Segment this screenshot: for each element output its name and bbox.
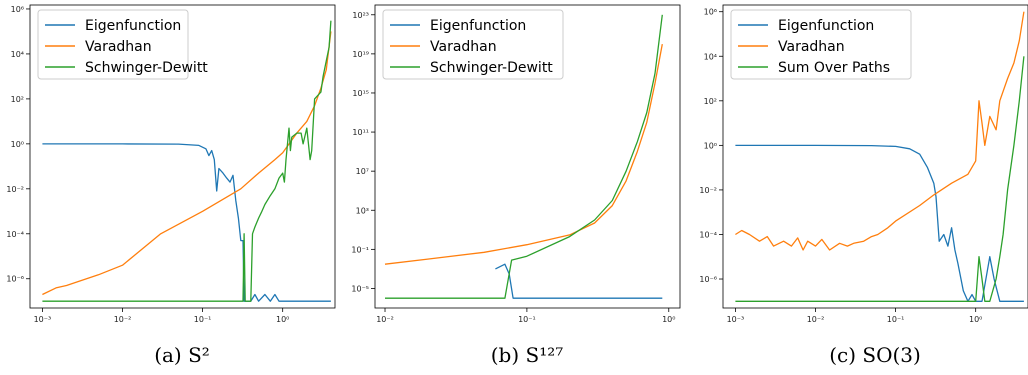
y-tick-label: 10⁴ <box>704 52 717 61</box>
y-tick-label: 10⁷ <box>356 167 369 176</box>
y-ticks: 10⁻⁶ 10⁻⁴ 10⁻² 10⁰ 10² 10⁴ 10⁶ <box>699 8 723 284</box>
caption: (a) S² <box>154 343 210 367</box>
series-line-schwinger-dewitt <box>385 14 663 299</box>
y-tick-label: 10² <box>704 97 717 106</box>
x-ticks: 10⁻² 10⁻¹ 10⁰ <box>376 308 675 324</box>
y-tick-label: 10⁻⁴ <box>6 230 24 239</box>
y-tick-label: 10⁻⁴ <box>699 230 717 239</box>
y-tick-label: 10⁴ <box>11 50 24 59</box>
caption: (b) S¹²⁷ <box>491 343 564 367</box>
y-tick-label: 10³ <box>356 206 369 215</box>
x-tick-label: 10⁻² <box>376 315 394 324</box>
y-ticks: 10⁻⁵ 10⁻¹ 10³ 10⁷ 10¹¹ 10¹⁵ 10¹⁹ 10²³ <box>351 11 375 293</box>
plot-frame <box>29 4 336 309</box>
legend-label: Varadhan <box>85 39 152 55</box>
series-lines <box>384 14 663 299</box>
x-tick-label: 10⁻³ <box>34 315 52 324</box>
y-tick-label: 10¹⁵ <box>352 89 369 98</box>
legend-label: Sum Over Paths <box>778 60 890 76</box>
x-tick-label: 10⁻² <box>114 315 132 324</box>
y-tick-label: 10⁰ <box>11 140 24 149</box>
series-line-eigenfunction <box>42 143 331 302</box>
panel-c: 10⁻³ 10⁻² 10⁻¹ 10⁰ 10⁻⁶ 10⁻⁴ 10⁻² 10⁰ 10² 10⁴ 10⁶… <box>699 4 1028 367</box>
panel-b: 10⁻² 10⁻¹ 10⁰ 10⁻⁵10⁻¹10³10⁷10¹¹10¹⁵10¹⁹10… <box>351 4 681 367</box>
y-tick-label: 10⁻⁶ <box>6 275 24 284</box>
plot-frame <box>374 4 681 309</box>
x-tick-label: 10⁻³ <box>727 315 745 324</box>
panel-a: 10⁻³ 10⁻² 10⁻¹ 10⁰ 10⁻⁶ 10⁻⁴ 10⁻² 10⁰ 10² 10⁴ 10⁶… <box>6 4 336 367</box>
x-tick-label: 10⁻¹ <box>887 315 905 324</box>
series-line-eigenfunction <box>735 144 1024 302</box>
legend: Eigenfunction Varadhan Schwinger-Dewitt <box>382 9 564 80</box>
y-tick-label: 10⁻⁵ <box>351 284 369 293</box>
y-tick-label: 10⁶ <box>704 8 717 17</box>
caption: (c) SO(3) <box>829 343 921 367</box>
series-line-eigenfunction <box>495 263 663 299</box>
legend-label: Eigenfunction <box>778 18 874 34</box>
legend: Eigenfunction Varadhan Sum Over Paths <box>730 9 912 80</box>
legend-label: Schwinger-Dewitt <box>85 60 208 76</box>
x-tick-label: 10⁻¹ <box>194 315 212 324</box>
plot-frame <box>722 4 1028 309</box>
legend: Eigenfunction Varadhan Schwinger-Dewitt <box>37 9 208 80</box>
y-tick-label: 10⁻¹ <box>351 245 369 254</box>
y-tick-label: 10² <box>11 95 24 104</box>
legend-label: Varadhan <box>778 39 845 55</box>
series-line-varadhan <box>42 31 332 296</box>
y-tick-label: 10¹⁹ <box>352 50 369 59</box>
y-ticks: 10⁻⁶ 10⁻⁴ 10⁻² 10⁰ 10² 10⁴ 10⁶ <box>6 5 30 284</box>
legend-label: Schwinger-Dewitt <box>430 60 553 76</box>
y-tick-label: 10⁻⁶ <box>699 275 717 284</box>
x-tick-label: 10⁻² <box>807 315 825 324</box>
x-ticks: 10⁻³ 10⁻² 10⁻¹ 10⁰ <box>727 308 982 324</box>
legend-box <box>730 9 912 80</box>
series-line-sum-over-paths <box>735 56 1025 302</box>
y-tick-label: 10⁻² <box>6 185 24 194</box>
y-tick-label: 10⁶ <box>11 5 24 14</box>
x-ticks: 10⁻³ 10⁻² 10⁻¹ 10⁰ <box>34 308 289 324</box>
legend-box <box>382 9 564 80</box>
x-tick-label: 10⁰ <box>662 315 675 324</box>
x-tick-label: 10⁰ <box>969 315 982 324</box>
y-tick-label: 10²³ <box>352 11 369 20</box>
y-tick-label: 10⁻² <box>699 186 717 195</box>
series-lines <box>735 11 1025 302</box>
legend-box <box>37 9 189 80</box>
series-line-varadhan <box>384 43 663 265</box>
legend-label: Eigenfunction <box>430 18 526 34</box>
series-line-varadhan <box>735 11 1025 251</box>
y-tick-label: 10¹¹ <box>352 128 369 137</box>
legend-label: Eigenfunction <box>85 18 181 34</box>
series-lines <box>42 20 332 302</box>
series-line-schwinger-dewitt <box>42 20 332 302</box>
x-tick-label: 10⁰ <box>276 315 289 324</box>
x-tick-label: 10⁻¹ <box>518 315 536 324</box>
y-tick-label: 10⁰ <box>704 141 717 150</box>
legend-label: Varadhan <box>430 39 497 55</box>
